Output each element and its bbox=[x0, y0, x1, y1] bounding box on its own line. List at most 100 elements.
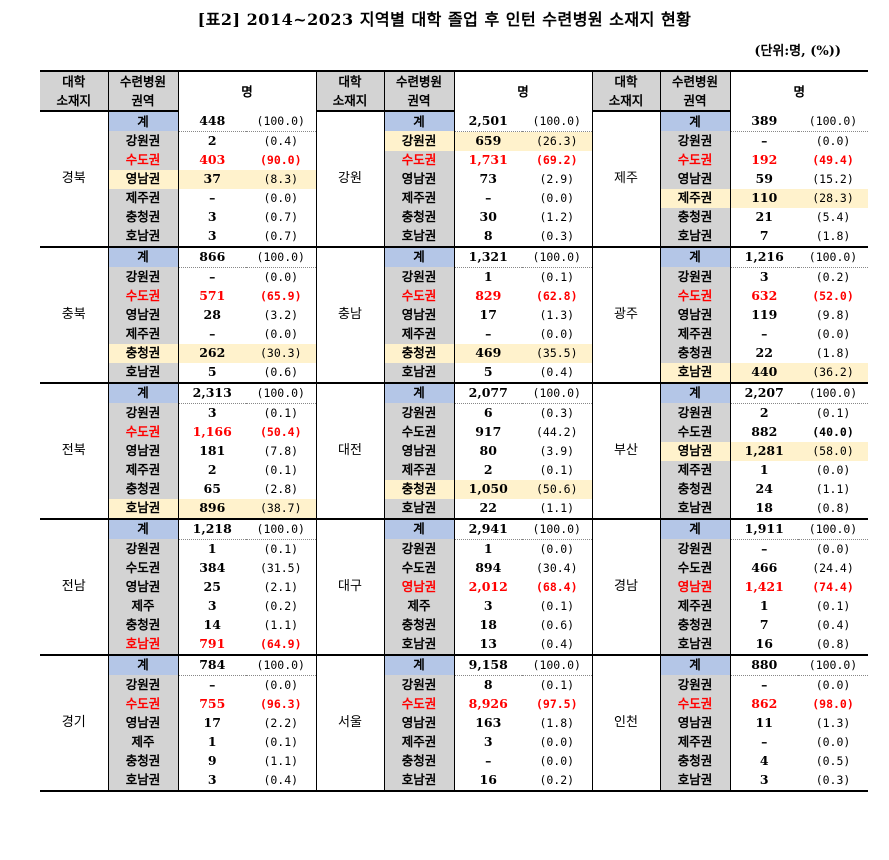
header-university-location: 대학 bbox=[40, 70, 109, 91]
region-label: 충청권 bbox=[660, 615, 731, 635]
count-cell: 7 bbox=[759, 617, 769, 632]
region-label: 호남권 bbox=[108, 634, 179, 655]
total-label: 계 bbox=[384, 653, 455, 675]
region-label: 호남권 bbox=[660, 634, 731, 655]
count-cell: 18 bbox=[479, 617, 497, 632]
percent-cell: (100.0) bbox=[522, 111, 593, 132]
count-cell: 4 bbox=[759, 753, 769, 768]
count-cell: 1,166 bbox=[192, 424, 232, 439]
university-location-cell: 충남 bbox=[316, 245, 385, 383]
count-cell: 192 bbox=[751, 152, 778, 167]
region-label: 강원권 bbox=[108, 403, 179, 423]
count-cell: 1,218 bbox=[178, 517, 246, 540]
region-label: 영남권 bbox=[108, 305, 179, 325]
region-label: 강원권 bbox=[384, 675, 455, 695]
count-cell: 28 bbox=[203, 307, 221, 322]
percent-cell: (0.6) bbox=[522, 615, 593, 635]
percent-cell: (0.0) bbox=[815, 678, 851, 692]
region-label: 수도권 bbox=[384, 694, 455, 714]
count-cell: 16 bbox=[755, 636, 773, 651]
percent-cell: (100.0) bbox=[522, 517, 593, 540]
region-label: 영남권 bbox=[108, 577, 179, 597]
count-cell: – bbox=[761, 326, 768, 341]
table-row: 수도권 1,166 (50.4) 수도권 917 (44.2) 수도권 882 (40.0) bbox=[40, 422, 868, 442]
percent-cell: (100.0) bbox=[522, 653, 593, 676]
region-label: 수도권 bbox=[108, 558, 179, 578]
count-cell: 3 bbox=[207, 598, 217, 613]
count-cell: 17 bbox=[479, 307, 497, 322]
percent-cell: (0.1) bbox=[246, 539, 317, 559]
region-label: 영남권 bbox=[660, 441, 731, 461]
region-label: 영남권 bbox=[384, 713, 455, 733]
header-region: 수련병원 bbox=[108, 70, 179, 91]
total-label: 계 bbox=[660, 517, 731, 539]
region-label: 수도권 bbox=[660, 422, 731, 442]
university-location-cell: 전남 bbox=[40, 517, 109, 655]
header-university-location-2: 소재지 bbox=[592, 91, 661, 112]
region-label: 영남권 bbox=[384, 441, 455, 461]
count-cell: 1 bbox=[483, 269, 493, 284]
total-label: 계 bbox=[660, 653, 731, 675]
table-row: 영남권 37 (8.3) 영남권 73 (2.9) 영남권 59 (15.2) bbox=[40, 169, 868, 189]
count-cell: – bbox=[761, 133, 768, 148]
total-label: 계 bbox=[384, 381, 455, 403]
percent-cell: (0.0) bbox=[815, 134, 851, 148]
count-cell: 7 bbox=[759, 228, 769, 243]
table-row: 제주권 – (0.0) 제주권 – (0.0) 제주권 110 (28.3) bbox=[40, 188, 868, 208]
region-label: 제주권 bbox=[660, 460, 731, 480]
table-row: 충북 계 866 (100.0) 충남 계 1,321 (100.0) 광주 계 1,216 (100… bbox=[40, 245, 868, 383]
percent-cell: (0.1) bbox=[246, 403, 317, 423]
table-row: 충청권 9 (1.1) 충청권 – (0.0) 충청권 4 (0.5) bbox=[40, 751, 868, 771]
region-label: 수도권 bbox=[660, 694, 731, 714]
percent-cell: (1.8) bbox=[815, 229, 851, 243]
count-cell: 571 bbox=[199, 288, 226, 303]
region-label: 호남권 bbox=[384, 634, 455, 655]
percent-cell: (1.3) bbox=[522, 305, 593, 325]
table-row: 제주권 – (0.0) 제주권 – (0.0) 제주권 – (0.0) bbox=[40, 324, 868, 344]
percent-cell: (0.3) bbox=[522, 226, 593, 247]
region-label: 강원권 bbox=[108, 267, 179, 287]
percent-cell: (0.0) bbox=[246, 267, 317, 287]
region-label: 수도권 bbox=[384, 558, 455, 578]
region-label: 충청권 bbox=[660, 479, 731, 499]
count-cell: 3 bbox=[730, 770, 798, 792]
region-label: 제주권 bbox=[660, 324, 731, 344]
percent-cell: (1.1) bbox=[815, 482, 851, 496]
university-location-cell: 광주 bbox=[592, 245, 661, 383]
count-cell: 1,281 bbox=[730, 441, 798, 461]
region-label: 영남권 bbox=[384, 305, 455, 325]
university-location-cell: 경남 bbox=[592, 517, 661, 655]
percent-cell: (15.2) bbox=[812, 172, 854, 186]
count-cell: 3 bbox=[483, 598, 493, 613]
count-cell: 1,911 bbox=[730, 517, 798, 540]
region-label: 충청권 bbox=[108, 343, 179, 363]
percent-cell: (28.3) bbox=[798, 188, 868, 208]
region-label: 강원권 bbox=[384, 403, 455, 423]
count-cell: 755 bbox=[199, 696, 226, 711]
count-cell: 2,941 bbox=[454, 517, 522, 540]
count-cell: 181 bbox=[199, 443, 226, 458]
percent-cell: (100.0) bbox=[798, 653, 868, 676]
count-cell: 880 bbox=[730, 653, 798, 676]
percent-cell: (0.0) bbox=[246, 188, 317, 208]
percent-cell: (0.0) bbox=[522, 751, 593, 771]
percent-cell: (1.2) bbox=[522, 207, 593, 227]
region-label: 호남권 bbox=[108, 770, 179, 792]
percent-cell: (50.6) bbox=[522, 479, 593, 499]
percent-cell: (2.8) bbox=[246, 479, 317, 499]
count-cell: 119 bbox=[751, 307, 778, 322]
region-label: 충청권 bbox=[384, 751, 455, 771]
region-label: 영남권 bbox=[384, 577, 455, 597]
region-label: 강원권 bbox=[660, 675, 731, 695]
percent-cell: (100.0) bbox=[798, 381, 868, 404]
table-row: 전북 계 2,313 (100.0) 대전 계 2,077 (100.0) 부산 계 2,207 (1… bbox=[40, 381, 868, 519]
percent-cell: (58.0) bbox=[798, 441, 868, 461]
total-label: 계 bbox=[108, 653, 179, 675]
count-cell: 16 bbox=[454, 770, 522, 792]
percent-cell: (0.0) bbox=[815, 542, 851, 556]
table-row: 호남권 791 (64.9) 호남권 13 (0.4) 호남권 16 (0.8) bbox=[40, 634, 868, 655]
count-cell: 8,926 bbox=[468, 696, 508, 711]
table-row: 충청권 14 (1.1) 충청권 18 (0.6) 충청권 7 (0.4) bbox=[40, 615, 868, 635]
percent-cell: (49.4) bbox=[812, 153, 854, 167]
region-label: 영남권 bbox=[108, 169, 179, 189]
